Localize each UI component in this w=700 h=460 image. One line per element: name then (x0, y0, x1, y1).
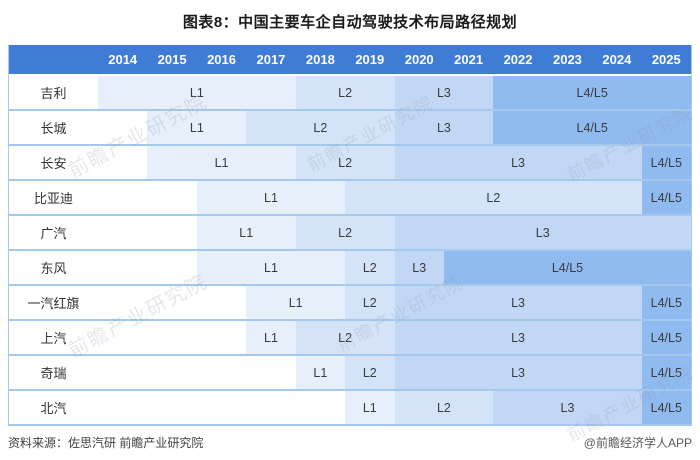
year-header-2021: 2021 (454, 52, 484, 67)
level-cell: L1 (196, 181, 346, 214)
table-row: 比亚迪 L1 L2 L4/L5 (9, 181, 691, 216)
level-cell: L4/L5 (493, 76, 691, 109)
company-cell: 东风 (9, 251, 98, 284)
company-cell: 一汽红旗 (9, 286, 98, 319)
year-header-2022: 2022 (503, 52, 533, 67)
level-cell: L2 (295, 321, 395, 354)
level-cell: L4/L5 (493, 111, 691, 144)
chart-title: 图表8：中国主要车企自动驾驶技术布局路径规划 (182, 14, 518, 31)
level-cell: L3 (394, 111, 494, 144)
year-header-2018: 2018 (305, 52, 335, 67)
year-header-2015: 2015 (157, 52, 187, 67)
level-cell: L3 (394, 356, 642, 389)
level-cell: L1 (246, 286, 346, 319)
level-cell: L3 (394, 251, 444, 284)
level-cell: L2 (295, 146, 395, 179)
level-cell: L2 (295, 76, 395, 109)
year-header-2016: 2016 (207, 52, 236, 67)
level-cell: L3 (394, 321, 642, 354)
footer: 资料来源：佐思汽研 前瞻产业研究院 @前瞻经济学人APP (8, 434, 692, 451)
company-cell: 北汽 (9, 391, 98, 424)
year-header-2017: 2017 (256, 52, 286, 67)
table-row: 一汽红旗 L1 L2 L3 L4/L5 (9, 286, 691, 321)
company-cell: 广汽 (9, 216, 98, 249)
level-cell: L1 (196, 251, 346, 284)
year-header-2024: 2024 (602, 52, 632, 67)
roadmap-table: 2014 2015 2016 2017 2018 2019 2020 2021 2022 2023… (8, 45, 692, 426)
level-cell: L1 (295, 356, 346, 389)
year-header-2019: 2019 (355, 52, 385, 67)
level-cell: L3 (493, 391, 642, 424)
year-header-2020: 2020 (404, 52, 434, 67)
table-row: 吉利 L1 L2 L3 L4/L5 (9, 76, 691, 111)
level-cell: L2 (345, 356, 395, 389)
company-cell: 上汽 (9, 321, 98, 354)
level-cell: L2 (345, 181, 642, 214)
level-cell: L1 (196, 216, 296, 249)
level-cell: L2 (345, 286, 395, 319)
company-cell: 吉利 (9, 76, 98, 109)
table-row: 奇瑞 L1 L2 L3 L4/L5 (9, 356, 691, 391)
level-cell: L1 (147, 111, 247, 144)
level-cell: L1 (345, 391, 395, 424)
credit-note: @前瞻经济学人APP (583, 436, 692, 450)
source-note: 资料来源：佐思汽研 前瞻产业研究院 (8, 436, 204, 450)
level-cell: L3 (394, 286, 642, 319)
level-cell: L2 (246, 111, 395, 144)
level-cell: L2 (295, 216, 395, 249)
year-header-2025: 2025 (651, 52, 681, 67)
table-row: 东风 L1 L2 L3 L4/L5 (9, 251, 691, 286)
company-cell: 长安 (9, 146, 98, 179)
level-cell: L1 (98, 76, 296, 109)
level-cell: L4/L5 (443, 251, 691, 284)
year-header-2014: 2014 (108, 52, 138, 67)
table-row: 上汽 L1 L2 L3 L4/L5 (9, 321, 691, 356)
level-cell: L2 (394, 391, 494, 424)
table-row: 广汽 L1 L2 L3 (9, 216, 691, 251)
level-cell: L4/L5 (641, 286, 691, 319)
table-row: 长城 L1 L2 L3 L4/L5 (9, 111, 691, 146)
company-cell: 长城 (9, 111, 98, 144)
company-cell: 比亚迪 (9, 181, 98, 214)
table-header-row: 2014 2015 2016 2017 2018 2019 2020 2021 2022 2023… (9, 45, 691, 74)
level-cell: L4/L5 (641, 181, 691, 214)
table-row: 长安 L1 L2 L3 L4/L5 (9, 146, 691, 181)
company-cell: 奇瑞 (9, 356, 98, 389)
level-cell: L3 (394, 76, 494, 109)
level-cell: L1 (147, 146, 296, 179)
level-cell: L4/L5 (641, 391, 691, 424)
table-body: 吉利 L1 L2 L3 L4/L5 长城 L1 L2 L3 L4/L5 长安 L1 L2 L3 L4/L5 比… (9, 76, 691, 426)
year-header-2023: 2023 (552, 52, 582, 67)
level-cell: L4/L5 (641, 146, 691, 179)
level-cell: L1 (246, 321, 296, 354)
table-row: 北汽 L1 L2 L3 L4/L5 (9, 391, 691, 426)
level-cell: L3 (394, 216, 691, 249)
level-cell: L3 (394, 146, 642, 179)
level-cell: L2 (345, 251, 395, 284)
level-cell: L4/L5 (641, 321, 691, 354)
level-cell: L4/L5 (641, 356, 691, 389)
